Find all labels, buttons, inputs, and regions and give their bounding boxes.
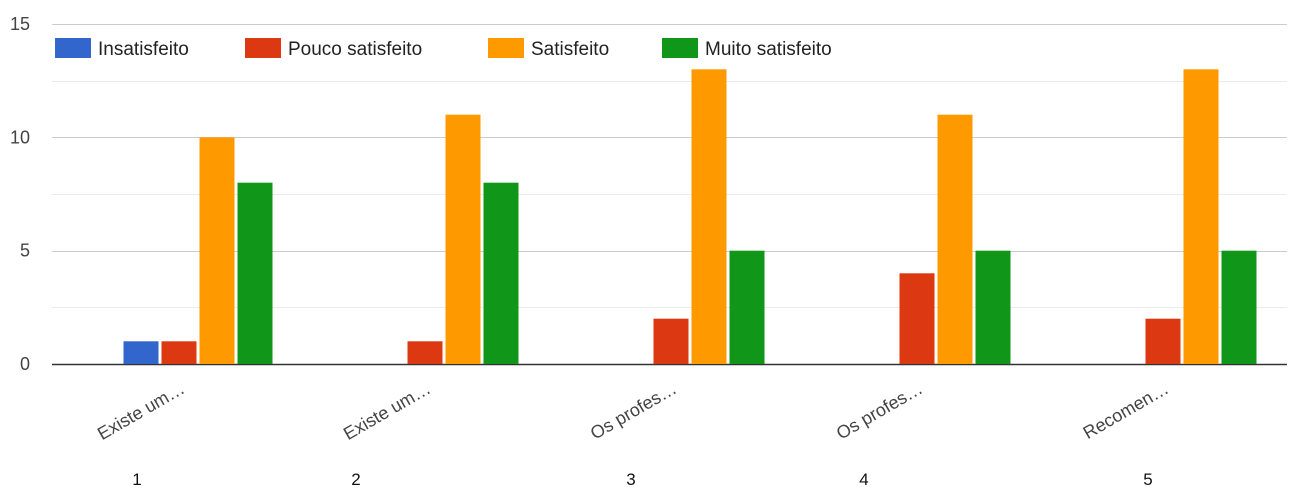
legend-label: Insatisfeito (98, 39, 189, 60)
y-tick-label: 10 (10, 127, 30, 147)
bar (407, 341, 443, 364)
bar (1145, 318, 1181, 364)
group-number-label: 1 (132, 470, 141, 488)
bar-group (899, 114, 1011, 364)
bar-group (1145, 69, 1257, 365)
legend-label: Pouco satisfeito (288, 39, 422, 60)
legend-swatch (55, 38, 91, 58)
bar (899, 273, 935, 364)
x-tick-label: Os profes… (587, 378, 680, 443)
bar (937, 114, 973, 364)
legend-item: Muito satisfeito (662, 38, 832, 60)
gridlines (52, 24, 1287, 366)
group-number-label: 4 (859, 470, 868, 488)
y-tick-label: 5 (20, 241, 30, 261)
bar (123, 341, 159, 364)
bar-group (123, 137, 273, 364)
legend-item: Pouco satisfeito (245, 38, 422, 60)
legend-label: Satisfeito (531, 39, 609, 60)
bar (729, 250, 765, 364)
legend-swatch (662, 38, 698, 58)
y-axis-ticks: 0 5 10 15 (10, 14, 30, 374)
bar (1221, 250, 1257, 364)
group-number-label: 3 (626, 470, 635, 488)
group-number-label: 5 (1143, 470, 1152, 488)
bar-group (407, 114, 519, 364)
y-tick-label: 0 (20, 354, 30, 374)
bar (975, 250, 1011, 364)
bar (237, 182, 273, 364)
x-axis-ticks: Existe um… Existe um… Os profes… Os profes…… (94, 378, 1172, 444)
bar (653, 318, 689, 364)
bar (691, 69, 727, 365)
group-number-label: 2 (351, 470, 360, 488)
bar (483, 182, 519, 364)
x-tick-label: Existe um… (94, 378, 188, 444)
legend-swatch (245, 38, 281, 58)
bar (199, 137, 235, 364)
bar (445, 114, 481, 364)
legend-label: Muito satisfeito (705, 39, 832, 60)
bar (161, 341, 197, 364)
y-tick-label: 15 (10, 14, 30, 34)
legend-swatch (488, 38, 524, 58)
x-tick-label: Os profes… (833, 378, 926, 443)
bars (123, 69, 1257, 365)
bar (1183, 69, 1219, 365)
x-tick-label: Recomen… (1080, 378, 1172, 443)
group-numbers: 1 2 3 4 5 (132, 470, 1152, 489)
legend-item: Satisfeito (488, 38, 609, 60)
bar-group (653, 69, 765, 365)
x-tick-label: Existe um… (340, 378, 434, 444)
legend-item: Insatisfeito (55, 38, 189, 60)
legend: Insatisfeito Pouco satisfeito Satisfeito Mu… (55, 38, 832, 60)
